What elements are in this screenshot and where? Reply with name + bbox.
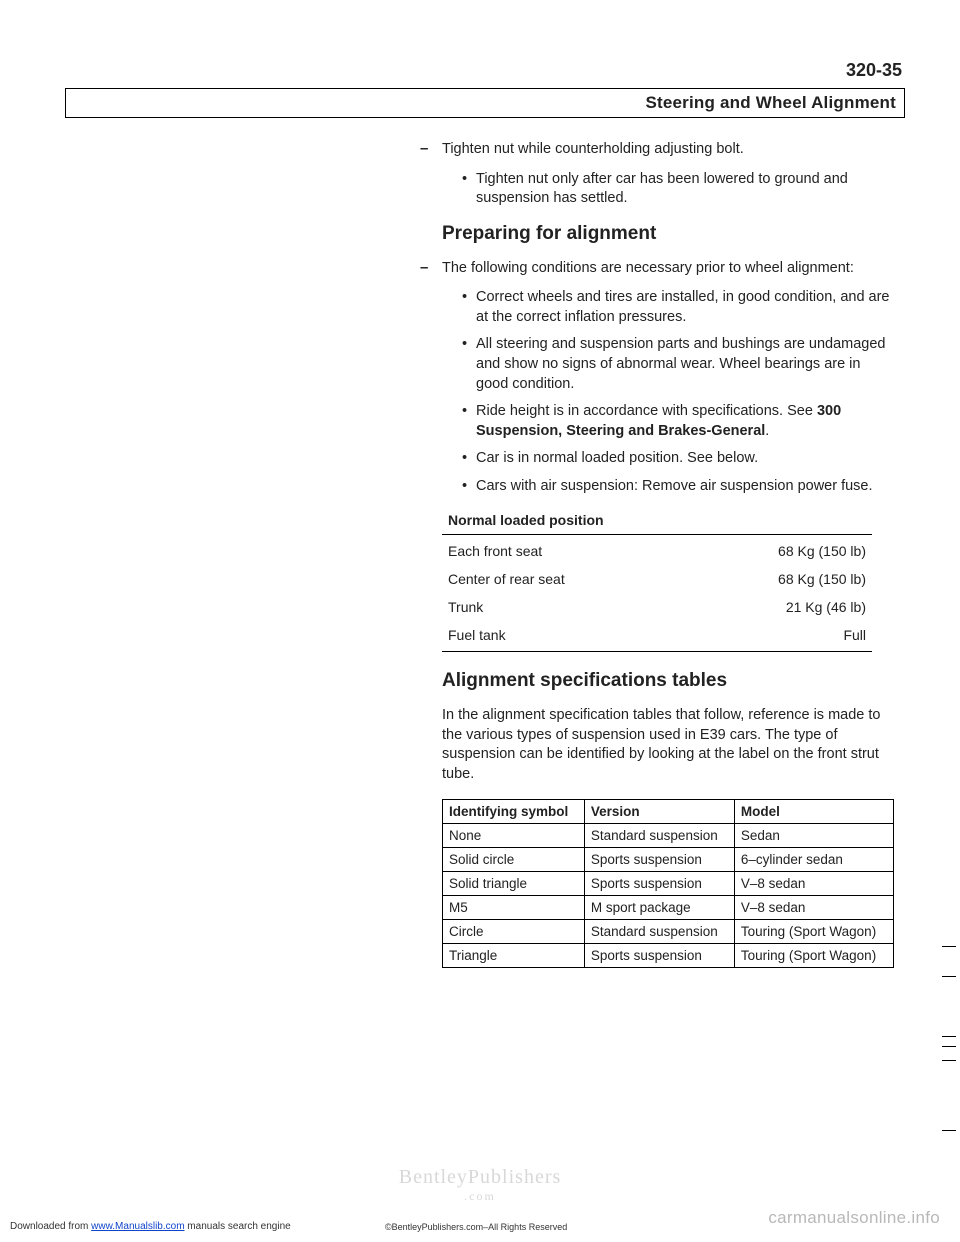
- table-row: Center of rear seat 68 Kg (150 lb): [442, 565, 872, 593]
- publisher-watermark: BentleyPublishers .com: [399, 1166, 562, 1204]
- source-link[interactable]: www.Manualslib.com: [91, 1221, 184, 1232]
- spec-label: Center of rear seat: [448, 571, 565, 587]
- spec-label: Trunk: [448, 599, 483, 615]
- dot-icon: •: [462, 477, 476, 497]
- col-header: Model: [734, 799, 893, 823]
- identifying-symbol-table: Identifying symbol Version Model NoneSta…: [442, 799, 894, 968]
- cell: Touring (Sport Wagon): [734, 919, 893, 943]
- col-header: Identifying symbol: [443, 799, 585, 823]
- edge-mark: [942, 1060, 956, 1061]
- cell: None: [443, 823, 585, 847]
- table-row: Fuel tank Full: [442, 621, 872, 649]
- cell: M sport package: [584, 895, 734, 919]
- cell: M5: [443, 895, 585, 919]
- table-row: Solid circleSports suspension6–cylinder …: [443, 847, 894, 871]
- heading-preparing: Preparing for alignment: [442, 223, 890, 245]
- dash-bullet: –: [420, 259, 442, 279]
- bullet-text: All steering and suspension parts and bu…: [476, 335, 890, 394]
- step-text: Tighten nut while counterholding adjusti…: [442, 140, 744, 160]
- footer-text: manuals search engine: [185, 1221, 291, 1232]
- table-rule: [442, 534, 872, 535]
- heading-alignment-spec: Alignment specifications tables: [442, 670, 890, 692]
- procedure-step: – Tighten nut while counterholding adjus…: [420, 140, 890, 160]
- spec-value: 21 Kg (46 lb): [786, 599, 866, 615]
- cell: Standard suspension: [584, 823, 734, 847]
- cell: 6–cylinder sedan: [734, 847, 893, 871]
- cell: Sports suspension: [584, 847, 734, 871]
- dot-icon: •: [462, 288, 476, 327]
- bullet-text: Cars with air suspension: Remove air sus…: [476, 477, 873, 497]
- spec-value: 68 Kg (150 lb): [778, 543, 866, 559]
- normal-loaded-table: Normal loaded position Each front seat 68…: [442, 510, 872, 652]
- cell: Sports suspension: [584, 871, 734, 895]
- bullet-text: Car is in normal loaded position. See be…: [476, 449, 758, 469]
- spec-label: Fuel tank: [448, 627, 506, 643]
- bullet-item: •Cars with air suspension: Remove air su…: [462, 477, 890, 497]
- dot-icon: •: [462, 170, 476, 209]
- cell: Triangle: [443, 943, 585, 967]
- section-header: Steering and Wheel Alignment: [65, 88, 905, 118]
- cell: Touring (Sport Wagon): [734, 943, 893, 967]
- bullet-item: •All steering and suspension parts and b…: [462, 335, 890, 394]
- bullet-text: Tighten nut only after car has been lowe…: [476, 170, 890, 209]
- spec-value: Full: [843, 627, 866, 643]
- table-row: Identifying symbol Version Model: [443, 799, 894, 823]
- spec-value: 68 Kg (150 lb): [778, 571, 866, 587]
- bullet-item: •Correct wheels and tires are installed,…: [462, 288, 890, 327]
- step-text: The following conditions are necessary p…: [442, 259, 854, 279]
- footer-site-watermark: carmanualsonline.info: [768, 1208, 940, 1228]
- cell: Standard suspension: [584, 919, 734, 943]
- spec-label: Each front seat: [448, 543, 542, 559]
- dot-icon: •: [462, 402, 476, 441]
- edge-mark: [942, 976, 956, 977]
- table-row: Solid triangleSports suspensionV–8 sedan: [443, 871, 894, 895]
- cell: Solid triangle: [443, 871, 585, 895]
- bullet-text: Ride height is in accordance with specif…: [476, 402, 890, 441]
- edge-mark: [942, 1130, 956, 1131]
- table-row: TriangleSports suspensionTouring (Sport …: [443, 943, 894, 967]
- watermark-text: BentleyPublishers: [399, 1166, 562, 1189]
- cell: Sports suspension: [584, 943, 734, 967]
- cell: V–8 sedan: [734, 895, 893, 919]
- manual-page: 320-35 Steering and Wheel Alignment – Ti…: [0, 0, 960, 1242]
- table-row: Each front seat 68 Kg (150 lb): [442, 537, 872, 565]
- footer-copyright: ©BentleyPublishers.com–All Rights Reserv…: [385, 1222, 567, 1232]
- spec-title: Normal loaded position: [442, 510, 872, 532]
- footer-source: Downloaded from www.Manualslib.com manua…: [10, 1221, 291, 1232]
- bullet-text: Correct wheels and tires are installed, …: [476, 288, 890, 327]
- col-header: Version: [584, 799, 734, 823]
- table-row: CircleStandard suspensionTouring (Sport …: [443, 919, 894, 943]
- dot-icon: •: [462, 335, 476, 394]
- dot-icon: •: [462, 449, 476, 469]
- scan-edge-marks: [940, 0, 956, 1242]
- cell: Solid circle: [443, 847, 585, 871]
- edge-mark: [942, 1036, 956, 1037]
- edge-mark: [942, 946, 956, 947]
- page-number: 320-35: [846, 60, 902, 81]
- table-row: M5M sport packageV–8 sedan: [443, 895, 894, 919]
- bullet-item: • Tighten nut only after car has been lo…: [462, 170, 890, 209]
- cell: Sedan: [734, 823, 893, 847]
- sub-bullets: •Correct wheels and tires are installed,…: [462, 288, 890, 496]
- cell: Circle: [443, 919, 585, 943]
- table-rule: [442, 651, 872, 652]
- footer-text: Downloaded from: [10, 1221, 91, 1232]
- content-column: – Tighten nut while counterholding adjus…: [420, 140, 890, 968]
- edge-mark: [942, 1046, 956, 1047]
- sub-bullets: • Tighten nut only after car has been lo…: [462, 170, 890, 209]
- cell: V–8 sedan: [734, 871, 893, 895]
- bullet-item: •Car is in normal loaded position. See b…: [462, 449, 890, 469]
- paragraph: In the alignment specification tables th…: [442, 706, 890, 784]
- bullet-item: •Ride height is in accordance with speci…: [462, 402, 890, 441]
- watermark-text: .com: [399, 1189, 562, 1204]
- table-row: NoneStandard suspensionSedan: [443, 823, 894, 847]
- procedure-step: – The following conditions are necessary…: [420, 259, 890, 279]
- dash-bullet: –: [420, 140, 442, 160]
- table-row: Trunk 21 Kg (46 lb): [442, 593, 872, 621]
